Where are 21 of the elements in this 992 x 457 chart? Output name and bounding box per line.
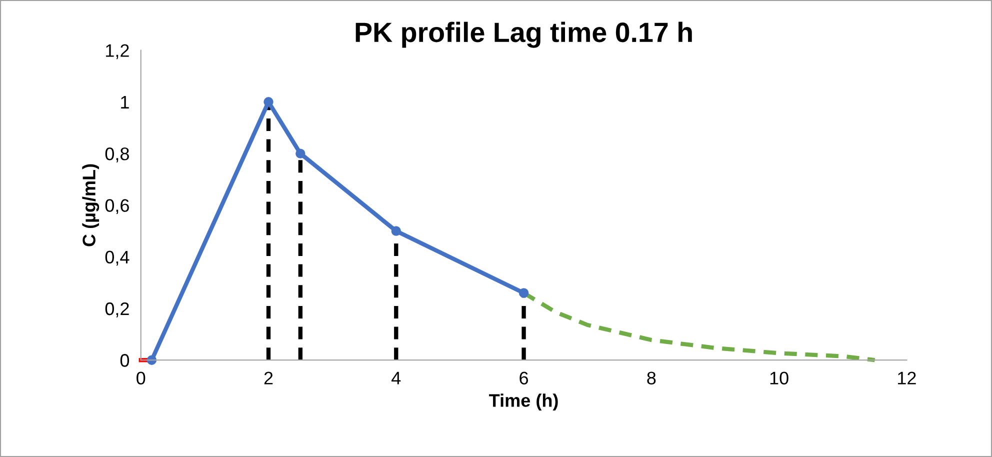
y-tick-label: 1,2 — [106, 44, 129, 60]
x-tick-label: 2 — [264, 372, 273, 384]
x-tick-label: 0 — [136, 372, 146, 384]
point — [264, 97, 274, 107]
y-tick-label: 0,8 — [105, 147, 129, 162]
chart-title: PK profile Lag time 0.17 h — [356, 22, 692, 48]
y-tick-label: 0,2 — [105, 302, 129, 318]
y-tick-label: 0,6 — [105, 199, 129, 214]
point — [296, 148, 306, 158]
x-tick-label: 4 — [392, 372, 401, 384]
point — [518, 288, 529, 298]
y-tick-label: 0,4 — [105, 250, 130, 266]
x-tick-label: 6 — [520, 372, 528, 384]
x-axis-title: Time (h) — [489, 394, 558, 410]
y-axis-title: C (µg/mL) — [82, 164, 100, 246]
y-tick-label: 0 — [120, 354, 130, 367]
x-tick-label: 8 — [647, 372, 656, 384]
x-tick-label: 10 — [770, 372, 788, 384]
y-tick-label: 1 — [121, 96, 129, 108]
point — [391, 226, 401, 236]
x-tick-label: 12 — [898, 372, 916, 384]
